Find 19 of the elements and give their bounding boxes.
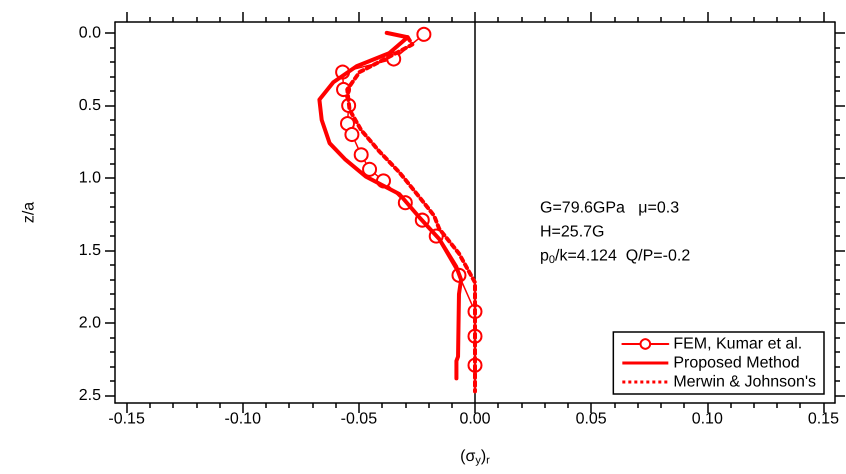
x-tick-label: -0.15 [108,410,145,428]
x-tick-label: -0.05 [340,410,378,428]
y-tick-label: 1.0 [78,170,102,187]
x-tick-label: 0.15 [808,410,840,428]
annotation: G=79.6GPa μ=0.3 [540,200,680,216]
legend-label: Proposed Method [673,354,800,372]
y-tick-label: 0.5 [78,96,102,114]
x-tick-label: 0.10 [692,410,723,428]
y-tick-label: 0.0 [78,24,102,42]
x-tick-label: -0.10 [224,410,262,428]
y-tick-label: 2.5 [78,387,102,404]
legend-label: Merwin & Johnson's [673,374,816,390]
y-axis-title: z/a [20,202,38,224]
x-tick-label: 0.00 [459,410,491,428]
y-tick-label: 2.0 [78,314,102,332]
annotation: H=25.7G [540,224,604,240]
y-tick-label: 1.5 [78,242,102,260]
legend-label: FEM, Kumar et al. [673,336,802,352]
x-tick-label: 0.05 [576,410,607,428]
